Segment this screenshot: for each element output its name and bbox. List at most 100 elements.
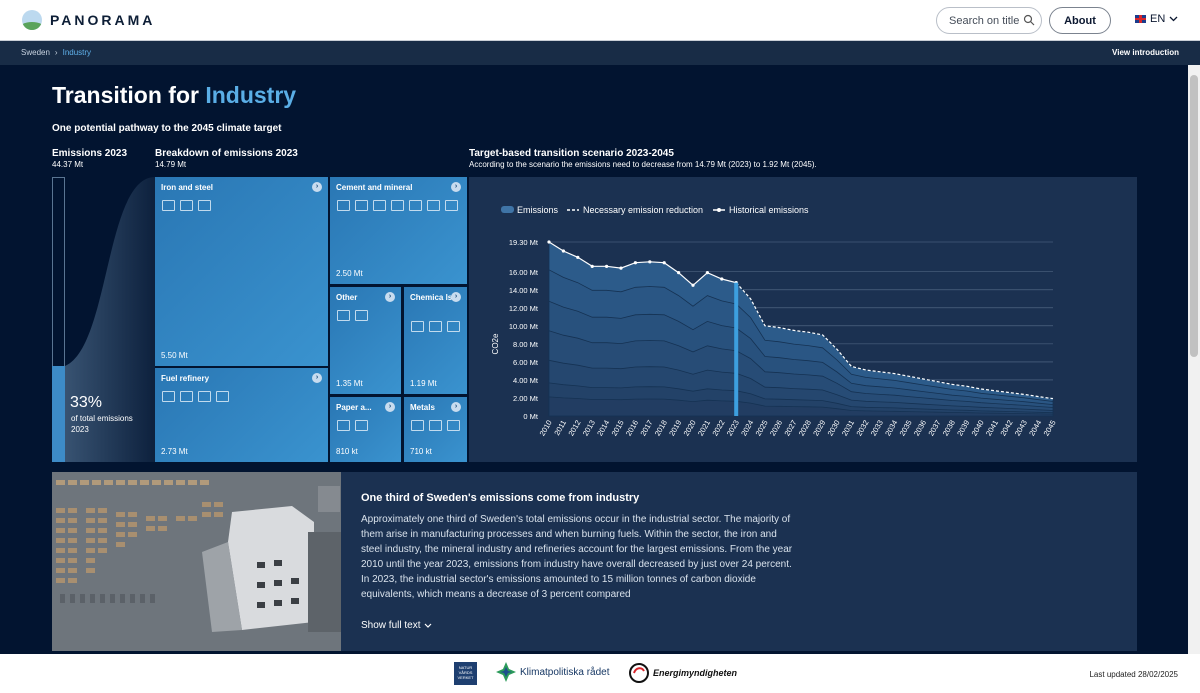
logo-text: PANORAMA bbox=[50, 12, 156, 28]
x-tick-label: 2022 bbox=[710, 419, 726, 438]
y-tick-label: 0 Mt bbox=[523, 412, 539, 421]
footer: Last updated 28/02/2025 bbox=[0, 654, 1200, 693]
story-body: Approximately one third of Sweden's tota… bbox=[361, 514, 793, 600]
x-tick-label: 2045 bbox=[1042, 419, 1058, 438]
breadcrumb-bar: Sweden › Industry View introduction bbox=[0, 41, 1200, 65]
logo2-text: Klimatpolitiska rådet bbox=[520, 666, 610, 678]
x-tick-label: 2015 bbox=[610, 419, 626, 438]
historical-point[interactable] bbox=[633, 261, 637, 265]
panorama-logo[interactable]: PANORAMA bbox=[22, 10, 155, 30]
info-icon[interactable]: › bbox=[312, 182, 322, 192]
x-tick-label: 2023 bbox=[725, 419, 741, 438]
x-tick-label: 2043 bbox=[1013, 419, 1029, 438]
y-axis-label: CO2e bbox=[491, 333, 500, 354]
emissions-band-area bbox=[548, 396, 1054, 417]
industry-share-note: of total emissions 2023 bbox=[71, 414, 133, 434]
chart-legend: Emissions Necessary emission reduction H… bbox=[501, 205, 809, 215]
refinery-icon bbox=[162, 391, 175, 402]
info-icon[interactable]: › bbox=[451, 292, 461, 302]
historical-point[interactable] bbox=[677, 271, 681, 275]
tile-metals[interactable]: Metals › 710 kt bbox=[404, 397, 467, 462]
industry-aerial-photo bbox=[52, 472, 341, 651]
show-full-text-button[interactable]: Show full text bbox=[361, 620, 432, 631]
search-input[interactable]: Search on title bbox=[936, 7, 1042, 34]
breadcrumb-sweden[interactable]: Sweden bbox=[21, 48, 50, 57]
klimat-star-icon bbox=[496, 662, 516, 682]
title-highlight: Industry bbox=[205, 82, 297, 108]
uk-flag-icon bbox=[1135, 15, 1146, 23]
x-tick-label: 2035 bbox=[898, 419, 914, 438]
about-button[interactable]: About bbox=[1049, 7, 1111, 34]
chevron-right-icon: › bbox=[54, 48, 58, 57]
historical-point[interactable] bbox=[619, 266, 623, 270]
tile-cement-and-mineral[interactable]: Cement and mineral › 2.50 Mt bbox=[330, 177, 467, 284]
info-icon[interactable]: › bbox=[385, 402, 395, 412]
image-icon bbox=[445, 200, 458, 211]
historical-point[interactable] bbox=[605, 264, 609, 268]
view-introduction-link[interactable]: View introduction bbox=[1112, 48, 1179, 57]
legend-emissions[interactable]: Emissions bbox=[517, 205, 559, 215]
x-tick-label: 2021 bbox=[696, 419, 712, 438]
tile-name: Chemica ls bbox=[410, 293, 453, 302]
historical-point[interactable] bbox=[590, 264, 594, 268]
scenario-chart[interactable]: Emissions Necessary emission reduction H… bbox=[469, 177, 1137, 462]
x-tick-label: 2025 bbox=[754, 419, 770, 438]
x-tick-label: 2033 bbox=[869, 419, 885, 438]
tile-chemicals[interactable]: Chemica ls › 1.19 Mt bbox=[404, 287, 467, 394]
tile-name: Other bbox=[336, 293, 358, 302]
tile-paper[interactable]: Paper a... › 810 kt bbox=[330, 397, 401, 462]
refinery-icon bbox=[198, 391, 211, 402]
historical-point[interactable] bbox=[705, 271, 709, 275]
tile-iron-and-steel[interactable]: Iron and steel › 5.50 Mt bbox=[155, 177, 328, 366]
show-full-text-label: Show full text bbox=[361, 620, 421, 631]
title-prefix: Transition for bbox=[52, 82, 199, 108]
klimatpolitiska-radet-logo[interactable]: Klimatpolitiska rådet bbox=[496, 662, 609, 682]
top-header: PANORAMA Search on title About EN bbox=[0, 0, 1200, 41]
x-tick-label: 2018 bbox=[653, 419, 669, 438]
energimyndigheten-logo[interactable]: Energimyndigheten bbox=[628, 662, 737, 684]
info-icon[interactable]: › bbox=[451, 182, 461, 192]
historical-point[interactable] bbox=[720, 277, 724, 281]
x-tick-label: 2044 bbox=[1027, 419, 1043, 438]
chevron-down-icon bbox=[425, 623, 432, 628]
historical-point[interactable] bbox=[662, 261, 666, 265]
info-icon[interactable]: › bbox=[385, 292, 395, 302]
info-icon[interactable]: › bbox=[451, 402, 461, 412]
emissions-2023-value: 44.37 Mt bbox=[52, 160, 84, 169]
naturvardsverket-logo[interactable]: NATUR VÅRDS VERKET bbox=[454, 662, 477, 685]
historical-point[interactable] bbox=[547, 240, 551, 244]
metal-icon bbox=[429, 420, 442, 431]
breadcrumb-industry[interactable]: Industry bbox=[62, 48, 92, 57]
current-year-highlight-bar[interactable] bbox=[734, 282, 739, 416]
y-tick-label: 12.00 Mt bbox=[509, 304, 539, 313]
x-tick-label: 2042 bbox=[998, 419, 1014, 438]
info-icon[interactable]: › bbox=[312, 373, 322, 383]
historical-point[interactable] bbox=[561, 249, 565, 253]
scrollbar-thumb[interactable] bbox=[1190, 75, 1198, 357]
story-heading: One third of Sweden's emissions come fro… bbox=[361, 492, 640, 504]
historical-point[interactable] bbox=[576, 255, 580, 259]
search-placeholder: Search on title bbox=[949, 15, 1020, 27]
scrollbar[interactable] bbox=[1188, 65, 1200, 654]
tile-value: 2.73 Mt bbox=[161, 447, 188, 456]
logo-mark-icon bbox=[22, 10, 42, 30]
tile-fuel-refinery[interactable]: Fuel refinery › 2.73 Mt bbox=[155, 368, 328, 462]
flask-icon bbox=[447, 321, 460, 332]
legend-historical[interactable]: Historical emissions bbox=[729, 205, 809, 215]
tile-name: Cement and mineral bbox=[336, 183, 413, 192]
flask-icon bbox=[411, 321, 424, 332]
tile-name: Metals bbox=[410, 403, 435, 412]
y-tick-label: 10.00 Mt bbox=[509, 322, 539, 331]
historical-point[interactable] bbox=[691, 283, 695, 287]
historical-point[interactable] bbox=[648, 260, 652, 264]
tile-value: 710 kt bbox=[410, 447, 432, 456]
y-tick-label: 14.00 Mt bbox=[509, 286, 539, 295]
scenario-chart-panel: Emissions Necessary emission reduction H… bbox=[469, 177, 1137, 462]
y-tick-label: 8.00 Mt bbox=[513, 340, 539, 349]
tile-value: 5.50 Mt bbox=[161, 351, 188, 360]
tile-other[interactable]: Other › 1.35 Mt bbox=[330, 287, 401, 394]
x-tick-label: 2036 bbox=[912, 419, 928, 438]
search-icon[interactable] bbox=[1023, 14, 1035, 26]
legend-reduction[interactable]: Necessary emission reduction bbox=[583, 205, 703, 215]
language-selector[interactable]: EN bbox=[1135, 13, 1178, 25]
